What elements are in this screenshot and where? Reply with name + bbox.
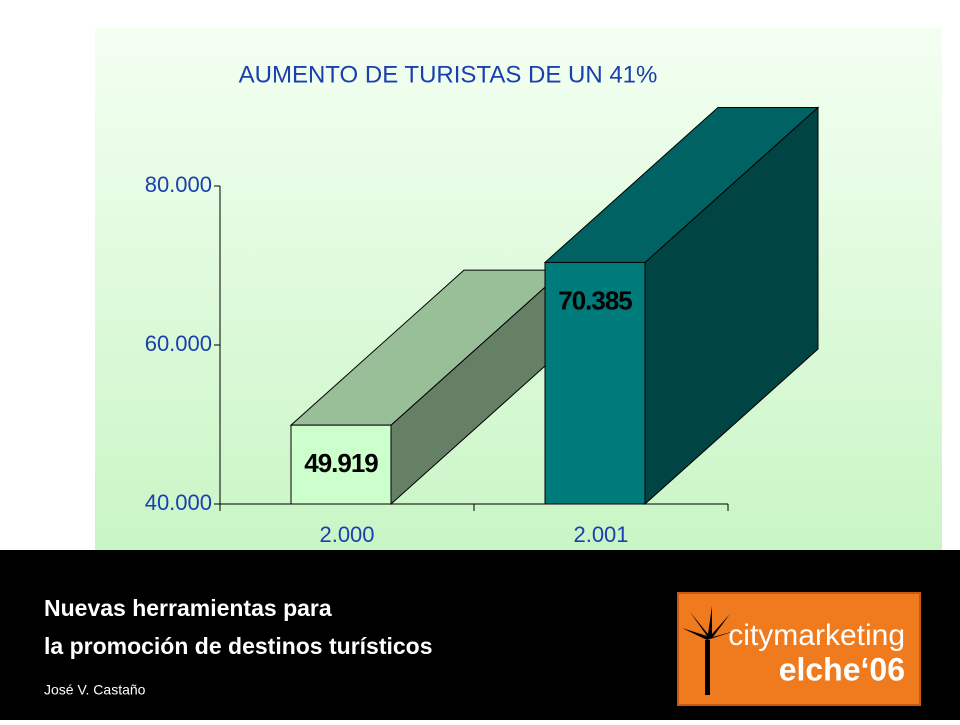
footer-title: Nuevas herramientas para	[44, 595, 332, 621]
chart-title: AUMENTO DE TURISTAS DE UN 41%	[239, 61, 658, 88]
logo-text: citymarketing	[728, 619, 905, 652]
logo-box	[677, 592, 921, 706]
bar-face	[544, 261, 646, 505]
y-tick-label: 60.000	[145, 331, 212, 356]
value-label: 49.919	[304, 448, 378, 478]
y-tick-label: 40.000	[145, 490, 212, 515]
footer-author: José V. Castaño	[44, 682, 146, 698]
value-label: 70.385	[558, 285, 632, 315]
y-tick-label: 80.000	[145, 172, 212, 197]
logo-palm	[682, 606, 738, 695]
logo-text: elche‘06	[779, 651, 905, 687]
bar	[543, 106, 820, 506]
bar-face	[290, 424, 392, 505]
footer-title: la promoción de destinos turísticos	[44, 633, 433, 659]
x-tick-label: 2.001	[573, 522, 628, 547]
bar	[289, 269, 566, 506]
x-tick-label: 2.000	[319, 522, 374, 547]
